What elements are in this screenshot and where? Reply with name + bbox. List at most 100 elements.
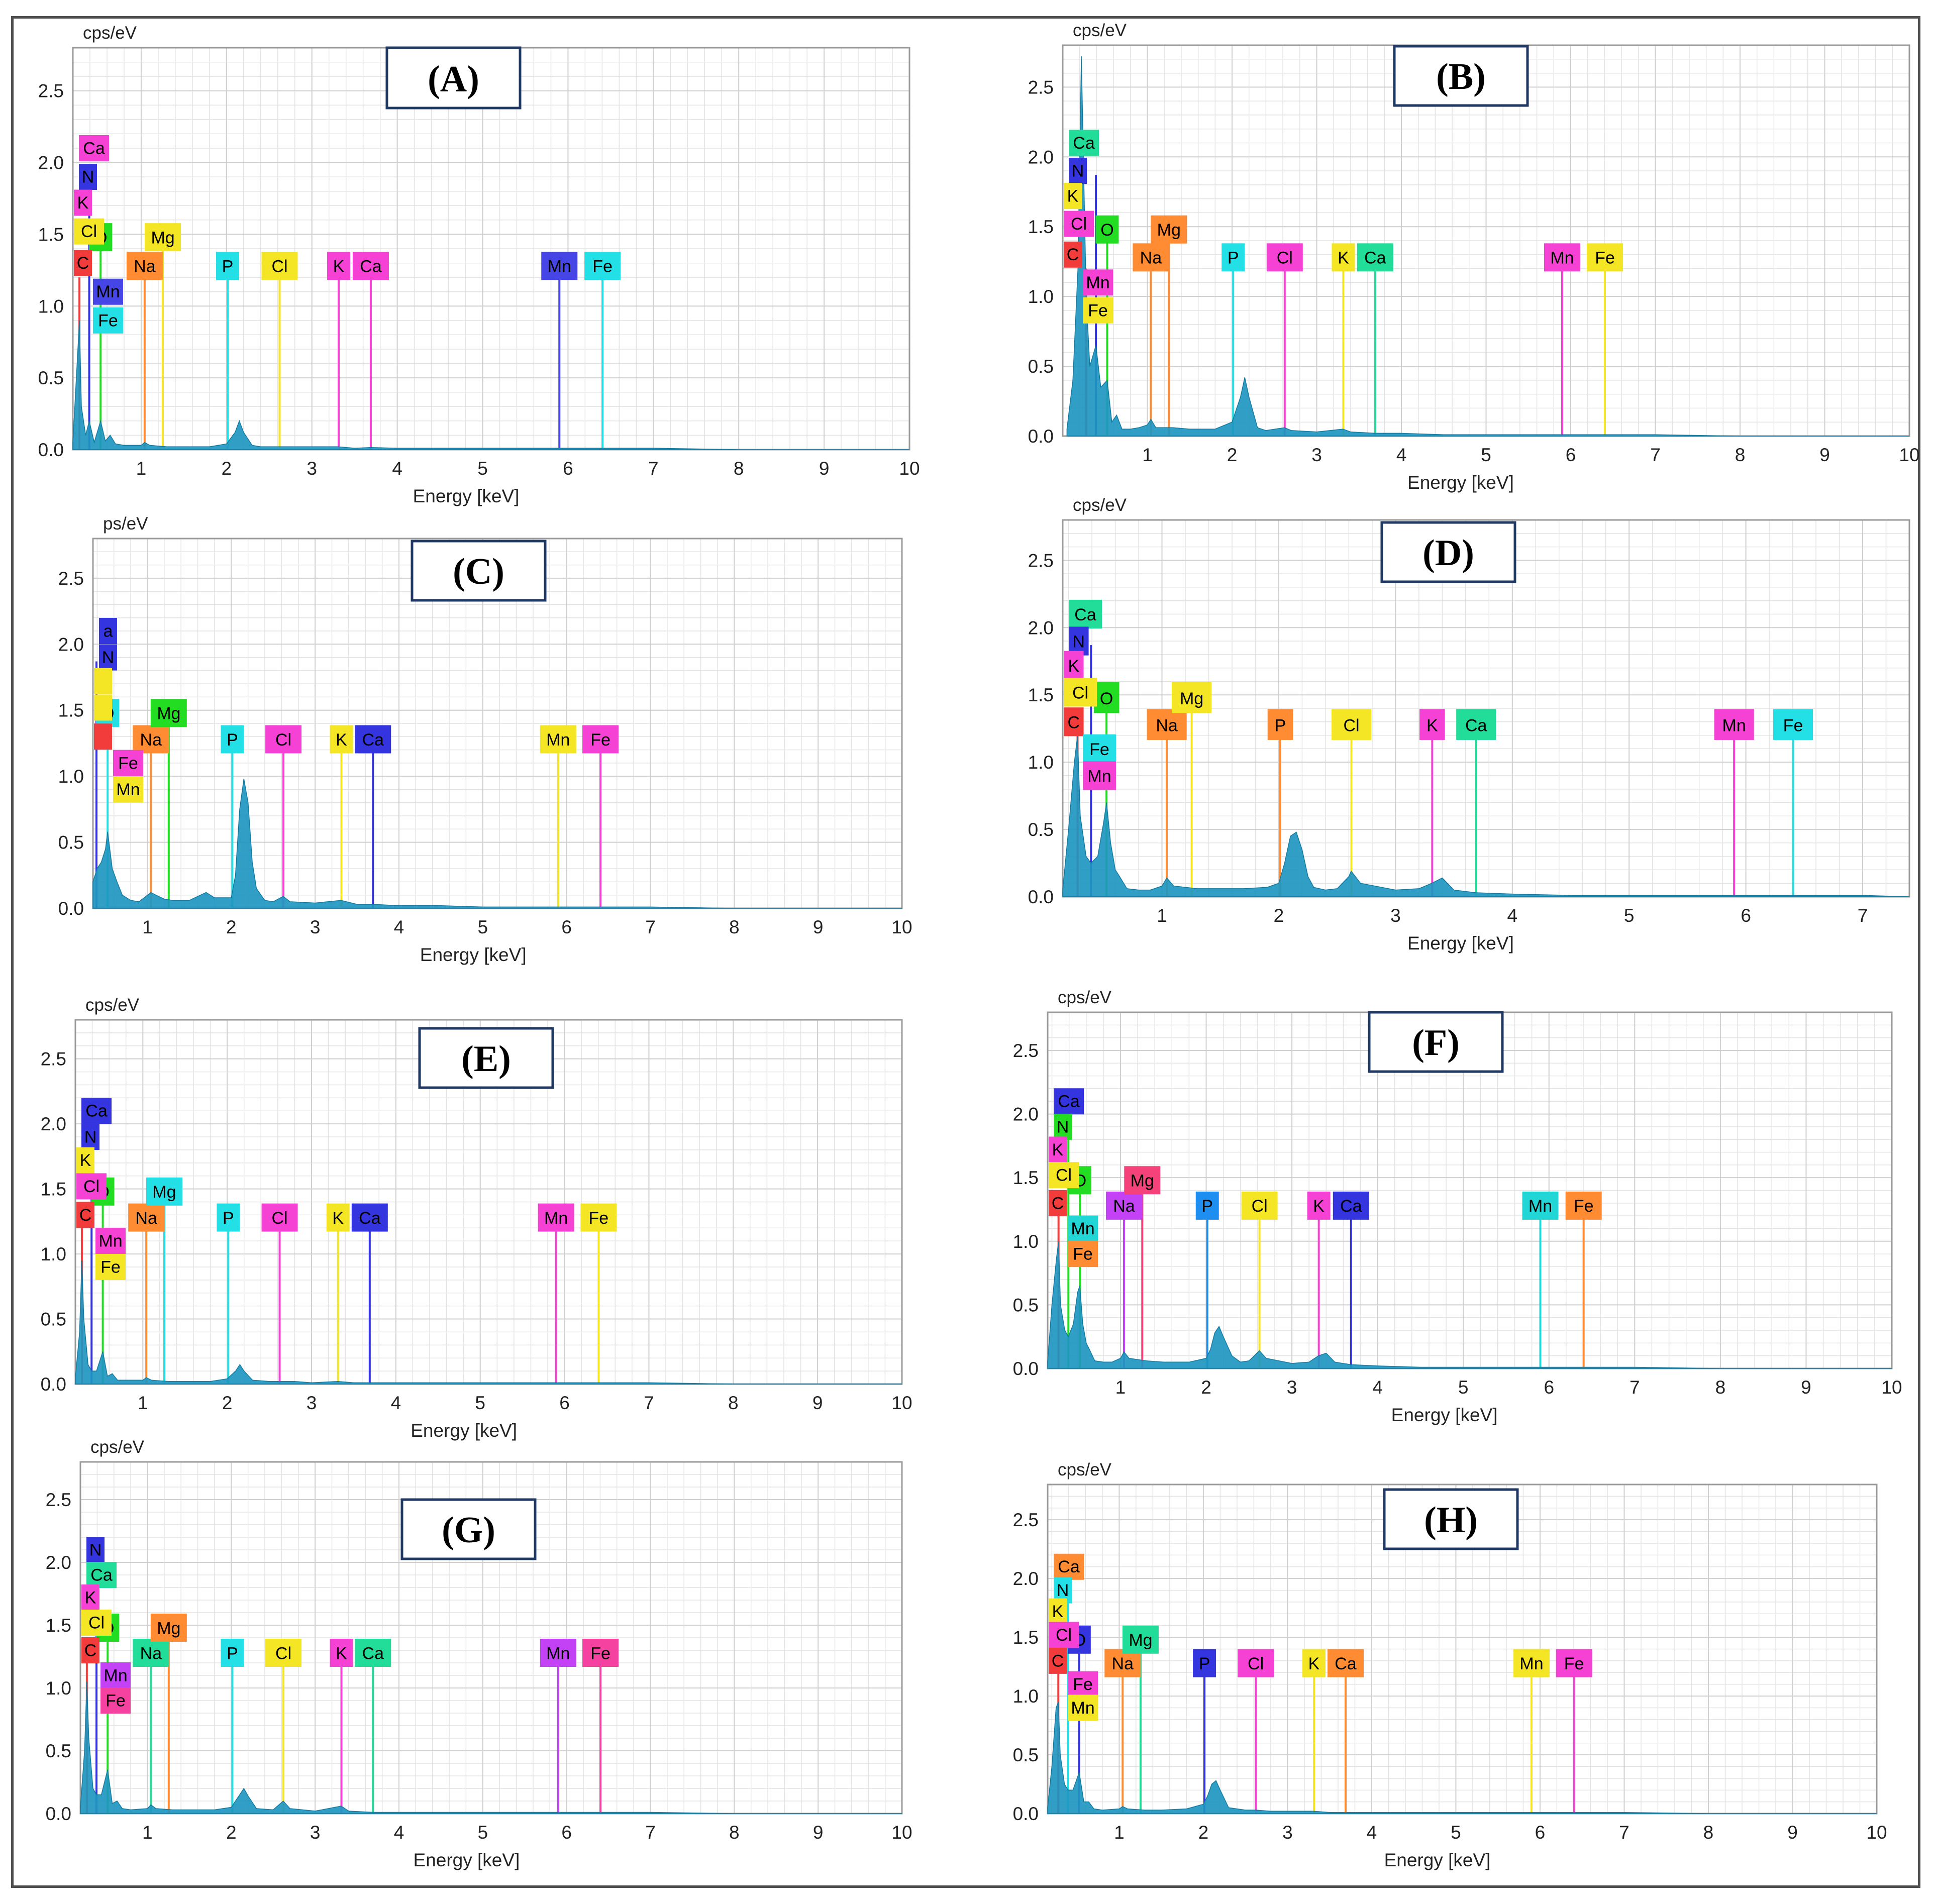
stack-label-text: N (102, 648, 115, 667)
element-label-cl: Cl (265, 1639, 302, 1667)
stack-label-box (1054, 1088, 1084, 1115)
stack-label-fe: Fe (1083, 734, 1116, 763)
element-label-box (265, 725, 302, 754)
stack-label-box (74, 250, 92, 276)
x-tick-label: 1 (138, 1393, 148, 1413)
element-label-text: Mn (546, 730, 570, 750)
element-label-mn: Mn (1513, 1649, 1550, 1677)
stack-label-box (1049, 1190, 1067, 1216)
element-label-text: Na (1112, 1654, 1134, 1673)
element-label-box (584, 252, 621, 280)
stack-label-cl: Cl (81, 1610, 112, 1636)
x-tick-label: 4 (1507, 905, 1518, 926)
element-label-box (1267, 709, 1293, 740)
stack-label-cl: Cl (74, 218, 104, 245)
stack-label-text: N (1057, 1117, 1069, 1136)
element-label-k: K (1419, 709, 1445, 740)
element-label-text: P (1228, 249, 1239, 268)
panel-title: (B) (1393, 45, 1529, 107)
x-axis-label: Energy [keV] (1407, 933, 1514, 954)
element-label-box (1556, 1649, 1592, 1677)
x-axis-label: Energy [keV] (420, 944, 527, 965)
x-tick-label: 2 (1198, 1822, 1209, 1843)
element-label-box (355, 1639, 391, 1667)
element-label-na: Na (1105, 1191, 1142, 1220)
x-tick-label: 2 (1201, 1377, 1211, 1398)
element-label-text: Fe (590, 1644, 610, 1663)
stack-label-ca: Ca (1054, 1088, 1084, 1115)
element-label-box (1266, 243, 1303, 272)
element-label-box (330, 1639, 353, 1667)
element-label-box (1331, 709, 1372, 740)
element-label-mg: Mg (1122, 1625, 1159, 1654)
element-label-text: Fe (590, 730, 610, 750)
stack-label-text: Cl (83, 1177, 99, 1196)
stack-label-n: N (99, 644, 117, 671)
x-axis-label: Energy [keV] (1384, 1850, 1491, 1870)
y-tick-label: 2.0 (1028, 147, 1054, 167)
element-label-box (1193, 1649, 1216, 1677)
stack-label-box (1069, 626, 1089, 656)
x-tick-label: 5 (1451, 1822, 1461, 1843)
element-label-text: K (332, 1209, 344, 1228)
element-label-box (582, 725, 619, 754)
x-axis-label: Energy [keV] (1407, 472, 1514, 493)
element-label-ca: Ca (1327, 1649, 1364, 1677)
spectrum-area (1047, 1702, 1877, 1814)
x-tick-label: 8 (728, 1393, 739, 1413)
panel-title-box (1380, 521, 1516, 583)
stack-label-box (95, 1253, 126, 1280)
x-axis-label: Energy [keV] (411, 1420, 517, 1441)
y-tick-label: 0.0 (46, 1804, 71, 1824)
eds-panel-b: 0.0 0.5 1.0 1.5 2.0 2.5 1 2 3 4 5 6 7 8 9 10 cps/eV Energ… (1028, 21, 1920, 493)
y-tick-label: 0.0 (1028, 887, 1054, 907)
y-tick-label: 2.0 (58, 634, 84, 655)
element-label-text: P (227, 1644, 238, 1663)
y-tick-label: 1.5 (41, 1179, 66, 1200)
element-label-text: Mn (1550, 249, 1574, 268)
element-label-box (128, 1203, 165, 1232)
y-axis-unit-label: cps/eV (85, 995, 140, 1015)
stack-label-box (81, 1124, 99, 1150)
element-label-mn: Mn (541, 252, 578, 280)
x-tick-label: 8 (1703, 1822, 1714, 1843)
element-label-p: P (216, 252, 240, 280)
stack-label-text: Mn (104, 1666, 127, 1685)
element-label-fe: Fe (582, 1639, 619, 1667)
spectrum-area (72, 320, 909, 450)
spectrum-area (75, 1260, 902, 1385)
stack-label-box (1049, 1622, 1079, 1648)
stack-label-text: Fe (1073, 1245, 1093, 1264)
y-axis-unit-label: cps/eV (90, 1437, 145, 1457)
element-label-box (326, 1203, 350, 1232)
element-label-text: Mg (152, 1183, 176, 1202)
stack-label-box (1068, 1241, 1098, 1267)
element-label-box (541, 252, 578, 280)
eds-panel-g: 0.0 0.5 1.0 1.5 2.0 2.5 1 2 3 4 5 6 7 8 9 10 cps/eV Energ… (46, 1437, 912, 1870)
element-label-mn: Mn (540, 725, 576, 754)
x-tick-label: 5 (478, 917, 488, 937)
y-tick-label: 2.5 (46, 1490, 71, 1510)
element-label-box (1105, 1191, 1142, 1220)
y-tick-label: 2.5 (1013, 1510, 1039, 1530)
stack-label-box (1064, 651, 1084, 680)
stack-label-n: N (1054, 1113, 1072, 1140)
element-label-text: Mn (1722, 716, 1746, 735)
stack-label-k: K (81, 1584, 99, 1611)
stack-label-k: K (1064, 183, 1082, 209)
element-label-k: K (330, 725, 353, 754)
element-label-ca: Ca (355, 1639, 391, 1667)
stack-label-k: K (1049, 1598, 1067, 1625)
x-tick-label: 9 (1801, 1377, 1811, 1398)
element-label-mn: Mn (540, 1639, 576, 1667)
panel-title-text: (D) (1422, 533, 1474, 574)
x-tick-label: 2 (1227, 445, 1238, 465)
panel-title: (F) (1368, 1011, 1504, 1073)
panel-title-text: (A) (428, 58, 479, 99)
x-tick-label: 3 (310, 1822, 321, 1843)
element-label-text: K (336, 730, 347, 750)
element-label-box (1195, 1191, 1219, 1220)
stack-label-cl: Cl (1049, 1162, 1079, 1189)
element-label-cl: Cl (1238, 1649, 1274, 1677)
element-label-na: Na (126, 252, 163, 280)
